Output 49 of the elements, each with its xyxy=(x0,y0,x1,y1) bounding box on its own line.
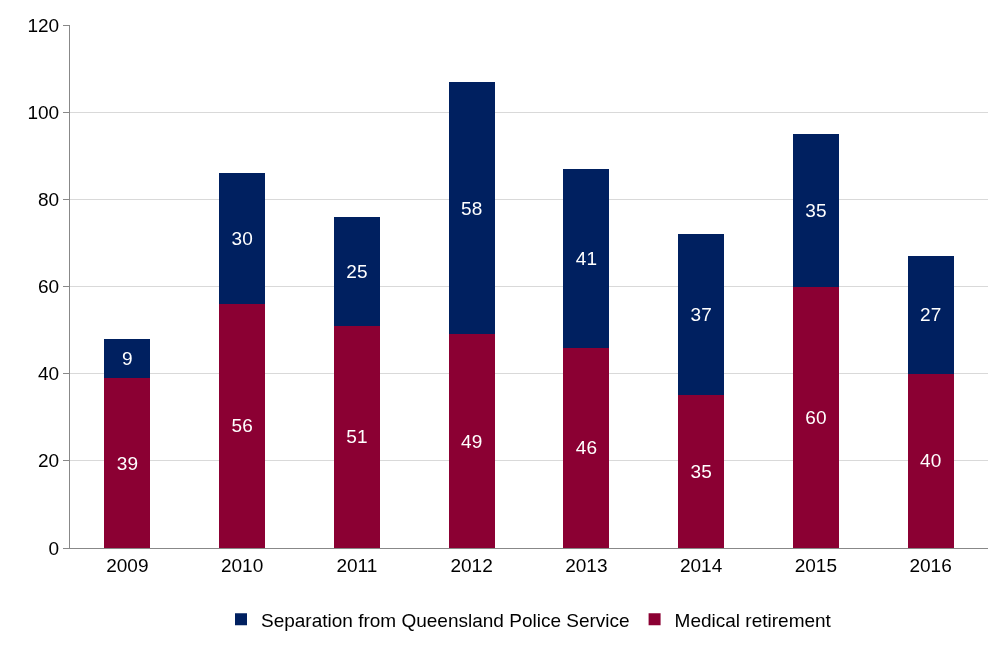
y-tick-label: 60 xyxy=(38,276,60,298)
bar xyxy=(219,303,266,548)
bar xyxy=(907,373,954,548)
data-label: 35 xyxy=(805,199,827,221)
data-label: 25 xyxy=(346,260,368,282)
x-tick-label: 2016 xyxy=(909,554,952,576)
x-tick-label: 2011 xyxy=(336,554,378,576)
x-tick-label: 2014 xyxy=(679,554,723,576)
data-label: 39 xyxy=(116,452,138,474)
y-tick-label: 40 xyxy=(38,363,60,385)
bar xyxy=(907,255,954,374)
y-tick-label: 20 xyxy=(38,450,60,472)
data-label: 9 xyxy=(122,347,133,369)
bar xyxy=(333,325,380,548)
x-tick-label: 2009 xyxy=(106,554,149,576)
data-label: 27 xyxy=(920,304,942,326)
bar xyxy=(563,168,610,348)
data-label: 51 xyxy=(346,426,368,448)
data-label: 56 xyxy=(231,415,253,437)
y-tick-label: 100 xyxy=(27,101,60,123)
bar xyxy=(104,338,151,379)
bar xyxy=(219,173,266,304)
y-tick-label: 0 xyxy=(48,537,60,559)
y-tick-label: 120 xyxy=(27,14,60,36)
y-tick-label: 80 xyxy=(38,188,60,210)
bar xyxy=(448,334,495,548)
data-label: 37 xyxy=(690,304,712,326)
data-label: 30 xyxy=(231,228,253,250)
bar xyxy=(333,216,380,326)
data-label: 35 xyxy=(690,461,712,483)
bar xyxy=(678,234,725,396)
legend-label: Separation from Queensland Police Service xyxy=(261,609,630,631)
bar xyxy=(563,347,610,548)
legend-label: Medical retirement xyxy=(674,609,832,631)
bar xyxy=(104,378,151,548)
x-tick-label: 2012 xyxy=(450,554,493,576)
x-tick-label: 2013 xyxy=(565,554,608,576)
x-tick-label: 2015 xyxy=(794,554,838,576)
bar xyxy=(792,286,839,548)
data-label: 60 xyxy=(805,406,827,428)
data-label: 49 xyxy=(461,430,483,452)
bar xyxy=(448,81,495,335)
data-label: 58 xyxy=(461,197,483,219)
x-tick-label: 2010 xyxy=(220,554,264,576)
bar xyxy=(678,395,725,548)
data-label: 46 xyxy=(575,437,597,459)
data-label: 40 xyxy=(920,450,942,472)
bar xyxy=(792,133,839,287)
data-label: 41 xyxy=(575,247,597,269)
